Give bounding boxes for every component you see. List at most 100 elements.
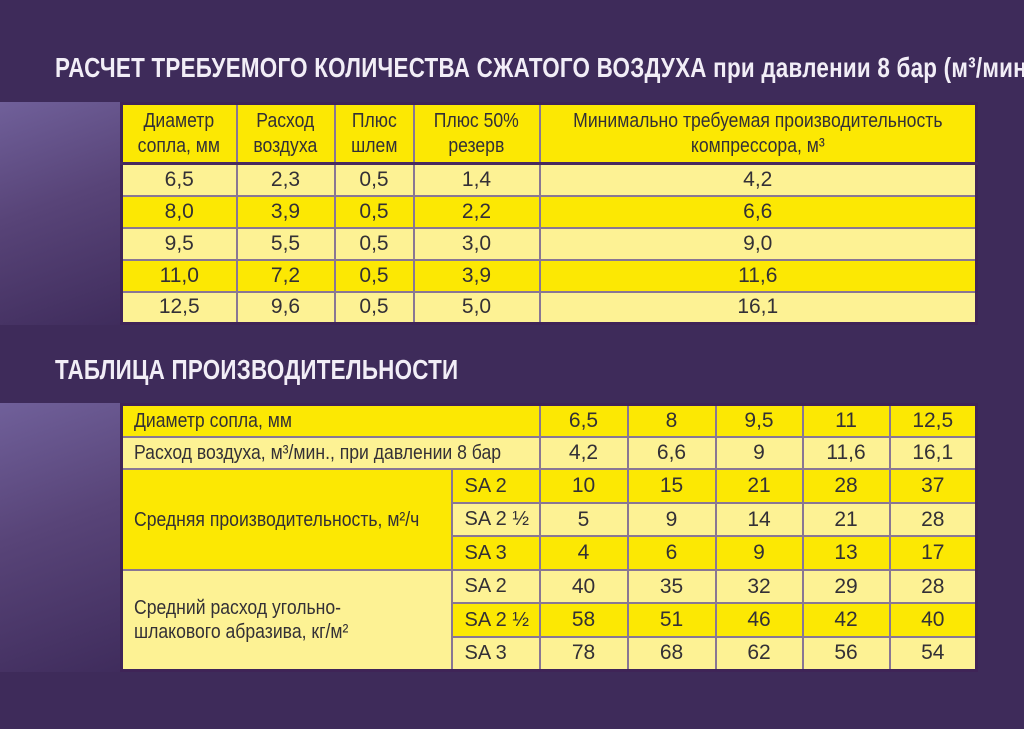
cell: 78 [538, 635, 629, 672]
cell: 40 [888, 602, 978, 638]
cell: 9 [714, 535, 804, 571]
sa-grade-cell: SA 3 [450, 535, 541, 571]
cell: 6,6 [626, 435, 717, 471]
cell: 40 [538, 568, 629, 605]
sa-grade-cell: SA 2 ½ [450, 602, 541, 638]
cell: 58 [538, 602, 629, 638]
air-flow-row: Расход воздуха, м³/мин., при давлении 8 … [120, 435, 978, 471]
group-label-abrasive-consumption: Средний расход угольно- шлакового абрази… [120, 568, 453, 672]
sa-grade-cell: SA 3 [450, 635, 541, 672]
cell: 37 [888, 468, 978, 504]
performance-sa3-row: SA 3 4 6 9 13 17 [122, 535, 978, 571]
cell: 10 [538, 468, 629, 504]
table-row: 11,0 7,2 0,5 3,9 11,6 [120, 258, 978, 293]
cell: 6,5 [120, 162, 238, 197]
table-row: 6,5 2,3 0,5 1,4 4,2 [120, 162, 978, 197]
cell: 6,5 [538, 403, 629, 438]
cell: 13 [801, 535, 891, 571]
cell: 3,9 [412, 258, 541, 293]
col-header-air-consumption: Расход воздуха [235, 102, 336, 165]
cell: 16,1 [538, 290, 978, 325]
cell: 5,0 [412, 290, 541, 325]
cell: 12,5 [120, 290, 238, 325]
row-label-nozzle-diameter: Диаметр сопла, мм [120, 403, 541, 438]
performance-sa25-row: SA 2 ½ 5 9 14 21 28 [122, 501, 978, 538]
cell: 28 [888, 501, 978, 538]
cell: 9 [626, 501, 717, 538]
section1-title: РАСЧЕТ ТРЕБУЕМОГО КОЛИЧЕСТВА СЖАТОГО ВОЗ… [55, 52, 1024, 83]
cell: 5,5 [235, 226, 336, 261]
cell: 28 [888, 568, 978, 605]
nozzle-diameter-row: Диаметр сопла, мм 6,5 8 9,5 11 12,5 [120, 403, 978, 438]
decor-stripe-top [0, 102, 124, 325]
cell: 9,5 [120, 226, 238, 261]
cell: 3,0 [412, 226, 541, 261]
cell: 0,5 [333, 258, 415, 293]
decor-stripe-bottom [0, 403, 124, 672]
performance-sa2-row: Средняя производительность, м²/ч SA 2 10… [120, 468, 978, 571]
cell: 9 [714, 435, 804, 471]
cell: 54 [888, 635, 978, 672]
cell: 9,0 [538, 226, 978, 261]
col-header-nozzle-diameter: Диаметр сопла, мм [120, 102, 238, 165]
cell: 5 [538, 501, 629, 538]
performance-table: Диаметр сопла, мм 6,5 8 9,5 11 12,5 Расх… [120, 403, 979, 672]
air-requirement-table: Диаметр сопла, мм Расход воздуха Плюс шл… [120, 102, 978, 325]
cell: 11,0 [120, 258, 238, 293]
cell: 29 [801, 568, 891, 605]
cell: 0,5 [333, 226, 415, 261]
cell: 56 [801, 635, 891, 672]
cell: 11 [801, 403, 891, 438]
cell: 42 [801, 602, 891, 638]
table-row: 8,0 3,9 0,5 2,2 6,6 [120, 194, 978, 229]
cell: 2,2 [412, 194, 541, 229]
cell: 7,2 [235, 258, 336, 293]
section2-title: ТАБЛИЦА ПРОИЗВОДИТЕЛЬНОСТИ [55, 354, 459, 385]
cell: 0,5 [333, 194, 415, 229]
cell: 8 [626, 403, 717, 438]
cell: 4 [538, 535, 629, 571]
row-label-air-flow: Расход воздуха, м³/мин., при давлении 8 … [120, 435, 541, 471]
cell: 51 [626, 602, 717, 638]
sa-grade-cell: SA 2 [450, 468, 541, 504]
cell: 11,6 [801, 435, 891, 471]
cell: 28 [801, 468, 891, 504]
cell: 35 [626, 568, 717, 605]
cell: 2,3 [235, 162, 336, 197]
col-header-plus-reserve: Плюс 50% резерв [412, 102, 541, 165]
cell: 4,2 [538, 435, 629, 471]
sa-grade-cell: SA 2 [450, 568, 541, 605]
cell: 0,5 [333, 162, 415, 197]
abrasive-sa2-row: Средний расход угольно- шлакового абрази… [120, 568, 978, 672]
abrasive-sa3-row: SA 3 78 68 62 56 54 [122, 635, 978, 672]
table-row: 12,5 9,6 0,5 5,0 16,1 [120, 290, 978, 325]
cell: 21 [801, 501, 891, 538]
cell: 16,1 [888, 435, 978, 471]
cell: 68 [626, 635, 717, 672]
cell: 9,6 [235, 290, 336, 325]
col-header-plus-helmet: Плюс шлем [333, 102, 415, 165]
group-label-average-performance: Средняя производительность, м²/ч [120, 468, 453, 571]
cell: 4,2 [538, 162, 978, 197]
col-header-min-compressor-capacity: Минимально требуемая производительность … [538, 102, 978, 165]
cell: 6,6 [538, 194, 978, 229]
cell: 12,5 [888, 403, 978, 438]
cell: 21 [714, 468, 804, 504]
cell: 3,9 [235, 194, 336, 229]
cell: 6 [626, 535, 717, 571]
table-header-row: Диаметр сопла, мм Расход воздуха Плюс шл… [120, 102, 978, 165]
cell: 17 [888, 535, 978, 571]
cell: 46 [714, 602, 804, 638]
cell: 15 [626, 468, 717, 504]
cell: 0,5 [333, 290, 415, 325]
cell: 32 [714, 568, 804, 605]
cell: 1,4 [412, 162, 541, 197]
cell: 9,5 [714, 403, 804, 438]
sa-grade-cell: SA 2 ½ [450, 501, 541, 538]
table-row: 9,5 5,5 0,5 3,0 9,0 [120, 226, 978, 261]
cell: 14 [714, 501, 804, 538]
cell: 8,0 [120, 194, 238, 229]
cell: 11,6 [538, 258, 978, 293]
cell: 62 [714, 635, 804, 672]
